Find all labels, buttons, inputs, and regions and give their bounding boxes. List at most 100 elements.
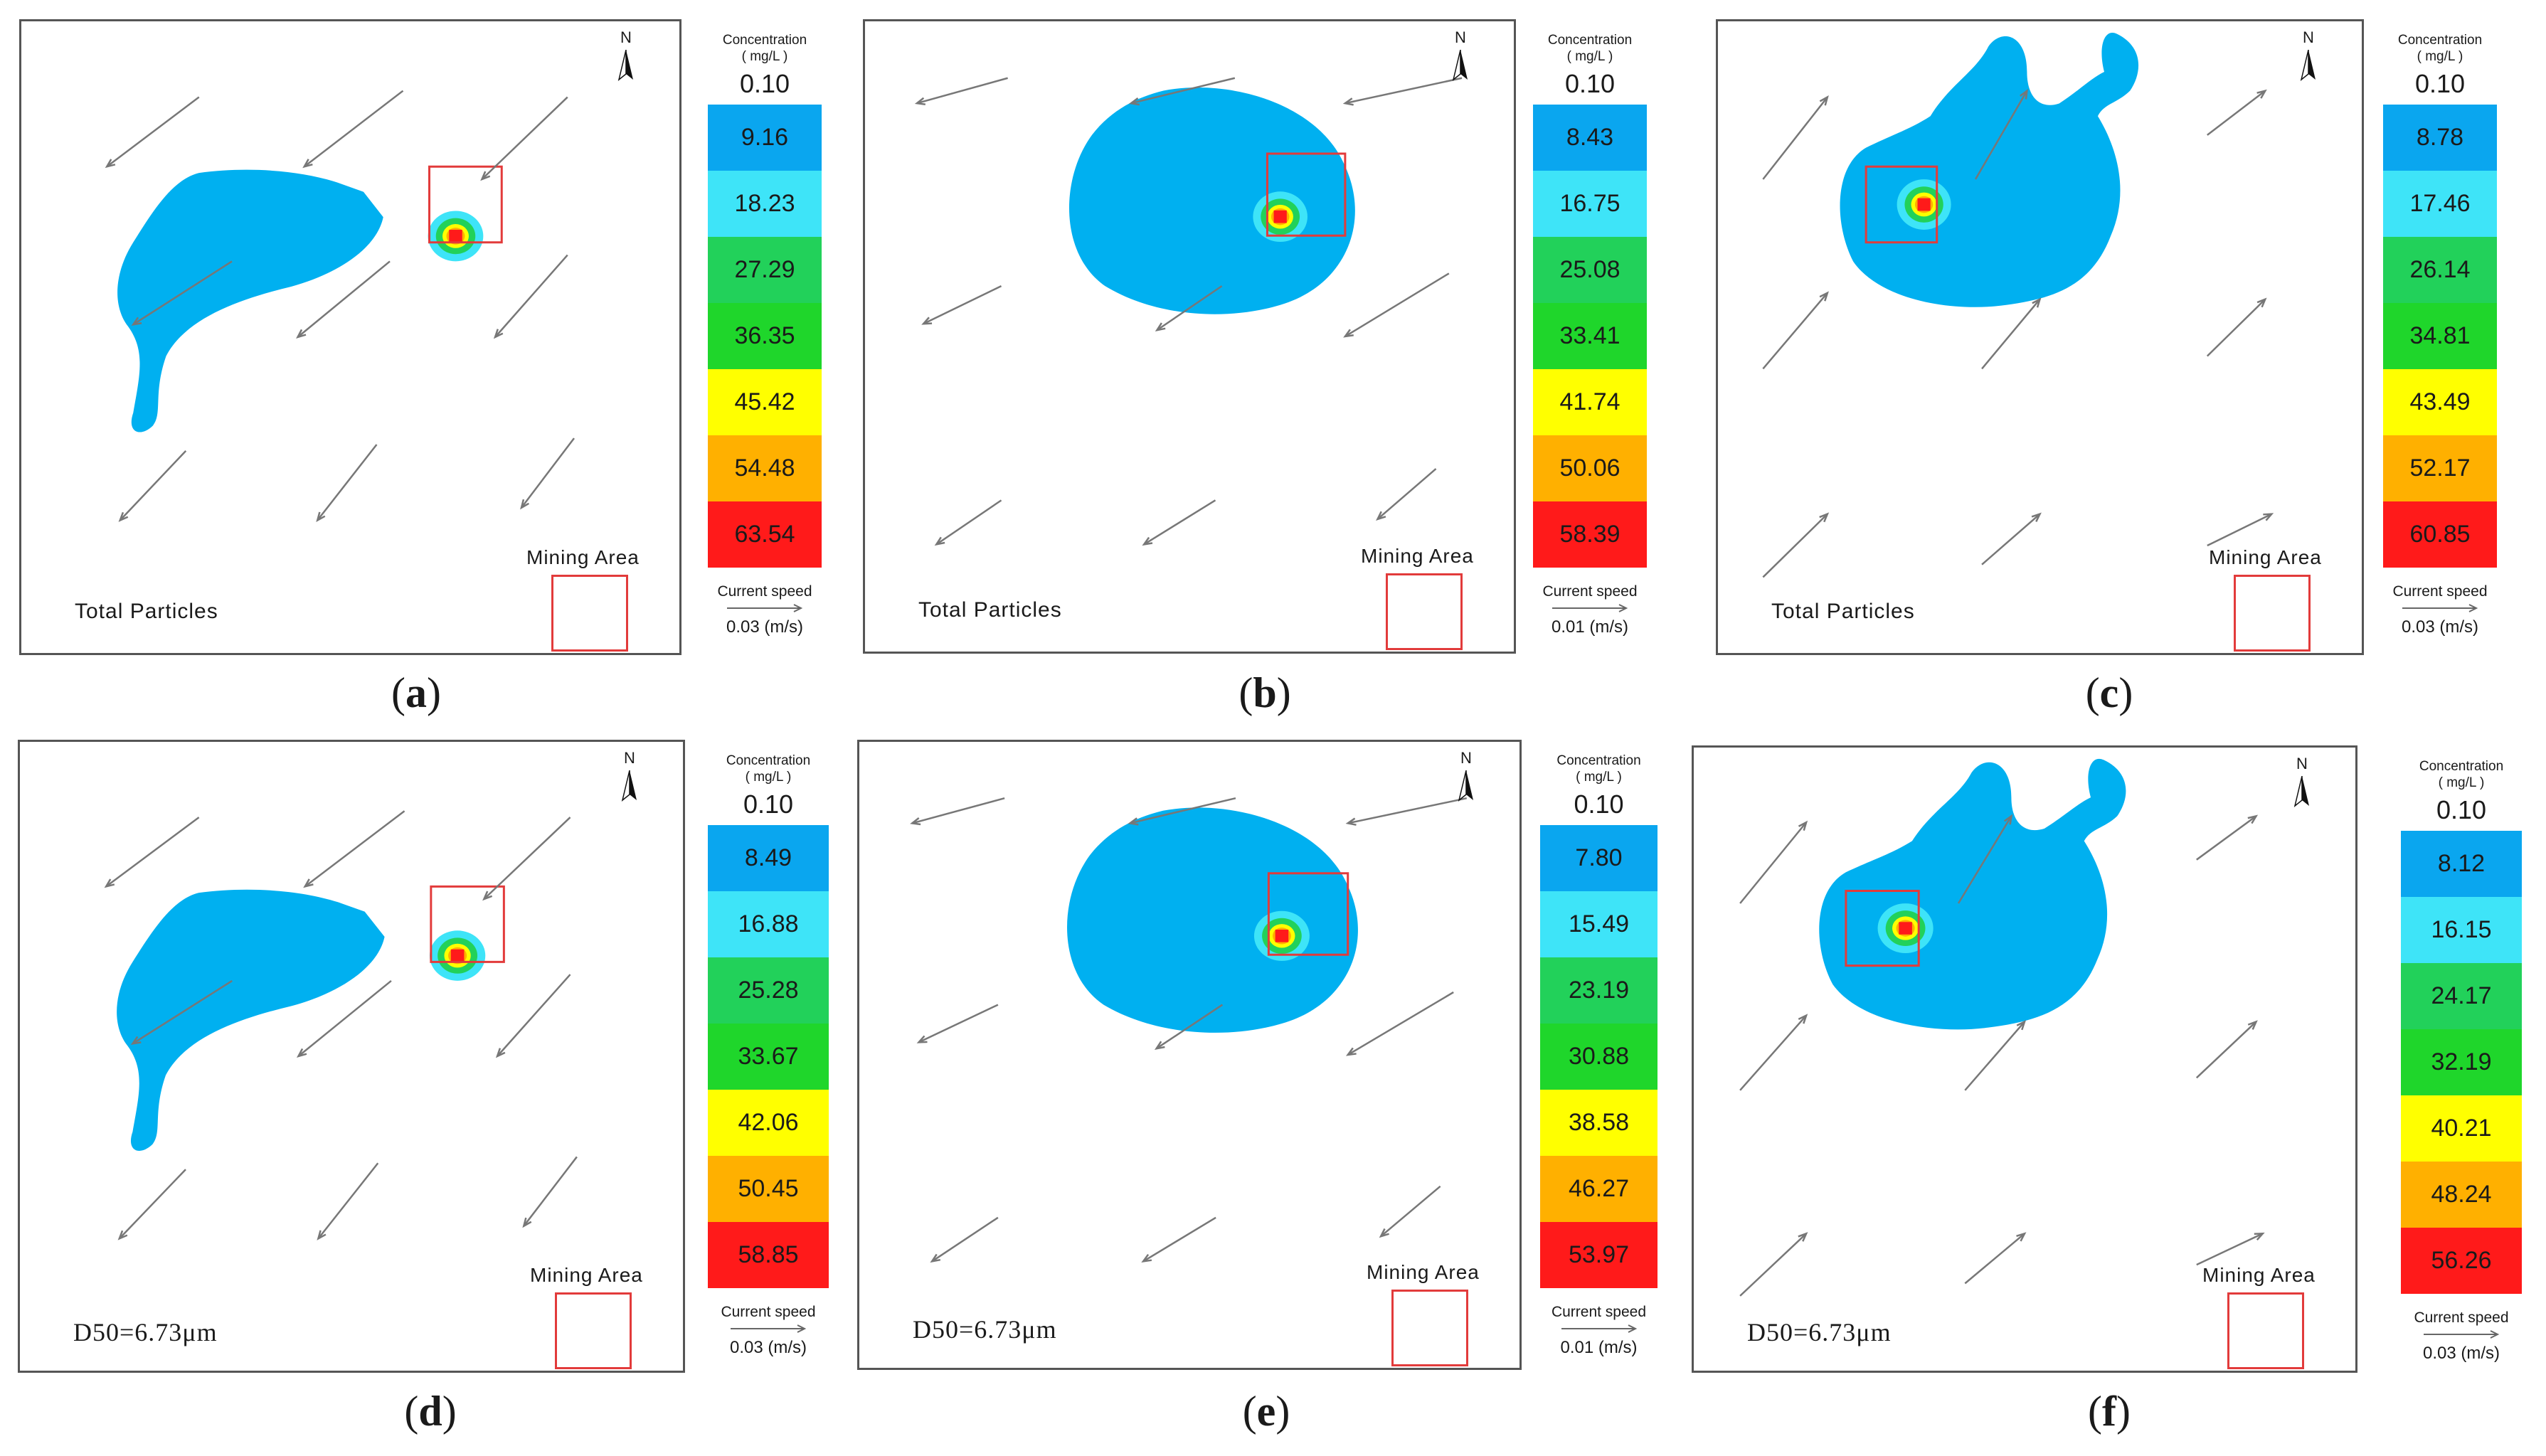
legend-bin: 52.17 [2383,435,2497,501]
plume-extent [1068,87,1355,314]
legend-min-value: 0.10 [1574,790,1624,819]
current-vectors [1762,88,2274,578]
north-arrow-icon [617,50,633,81]
legend-bin: 48.24 [2401,1162,2522,1228]
current-arrow [934,499,1002,546]
legend-bin: 23.19 [1540,957,1657,1024]
north-arrow: N [615,749,644,802]
current-arrow [1981,297,2042,370]
legend-bins: 8.78 17.46 26.14 34.81 43.49 52.17 60.85 [2383,105,2497,568]
source-area-box [431,886,504,962]
source-area-box [1268,873,1347,955]
plume-area [117,169,383,432]
source-area-box [1846,891,1919,965]
legend-bin: 25.08 [1533,237,1647,303]
current-arrow [104,817,200,888]
mining-area-label: Mining Area [2202,1264,2316,1286]
current-arrow [910,797,1005,826]
panel-caption: (a) [373,669,459,718]
current-arrow [1142,499,1216,546]
legend-bin: 36.35 [708,303,822,369]
legend-bin: 8.12 [2401,831,2522,897]
legend-bin: 27.29 [708,237,822,303]
current-arrow [1964,1232,2027,1285]
current-arrow [1762,512,1830,578]
legend-bin: 9.16 [708,105,822,171]
legend-min-value: 0.10 [743,790,794,819]
current-vectors [1739,814,2265,1297]
current-vectors [104,810,578,1240]
current-arrow [921,285,1002,325]
current-arrow [2207,513,2274,547]
current-speed-scale-arrow [2424,1330,2500,1339]
legend-title: Concentration [726,753,811,768]
legend-bin: 16.88 [708,891,829,957]
current-arrow [493,254,568,339]
current-arrow [1379,1185,1441,1238]
discharge-core [1273,210,1287,223]
legend-bin: 63.54 [708,501,822,568]
legend-title: Concentration [1547,33,1633,48]
legend-bin: 32.19 [2401,1029,2522,1095]
legend-bin: 16.15 [2401,897,2522,963]
current-speed-value: 0.03 (m/s) [726,617,804,637]
sample-label: D50=6.73μm [1747,1318,1892,1346]
legend-bin: 24.17 [2401,963,2522,1029]
legend-bin: 58.85 [708,1222,829,1288]
current-arrow [1345,797,1468,826]
current-arrow [1141,1216,1216,1263]
map-frame: N D50=6.73μm Mining Area [857,740,1522,1370]
legend-min-value: 0.10 [2436,795,2487,824]
current-arrow [520,437,575,510]
caption-letter: c [2099,669,2119,716]
legend-bin: 56.26 [2401,1228,2522,1294]
north-label: N [1460,749,1472,767]
legend-min-value: 0.10 [1564,69,1616,98]
caption-close-paren: ) [1276,669,1291,716]
current-arrow [2207,89,2267,136]
current-arrow [105,96,200,169]
plume-extent [1840,33,2139,307]
current-arrow [316,444,378,523]
current-arrow [522,1156,578,1228]
concentration-legend: Concentration( mg/L ) 0.10 8.78 17.46 26.14 3… [2383,32,2497,637]
plume-extent [1819,758,2126,1030]
legend-bin: 15.49 [1540,891,1657,957]
panel-caption: (d) [388,1387,473,1436]
current-arrow [495,974,571,1058]
mining-area-box [2227,1292,2304,1369]
current-arrow [1739,1232,1808,1297]
current-speed-title: Current speed [2392,583,2488,600]
current-arrow [317,1162,379,1240]
north-arrow: N [2288,755,2316,807]
legend-bins: 8.12 16.15 24.17 32.19 40.21 48.24 56.26 [2401,831,2522,1294]
north-arrow-icon [1452,50,1468,81]
plume-area [1840,33,2139,307]
source-area-box [430,166,502,243]
current-arrow [1154,1004,1224,1050]
north-arrow-icon [2300,50,2316,81]
current-arrow [1128,77,1236,106]
plume-area [1068,87,1355,314]
panel-caption: (c) [2067,669,2152,718]
caption-close-paren: ) [1275,1388,1290,1435]
legend-unit: ( mg/L ) [2438,775,2485,790]
source-area-box [1267,154,1344,235]
north-label: N [620,28,632,46]
current-arrow [302,90,404,169]
current-speed-title: Current speed [1542,583,1638,600]
current-arrow [1376,468,1437,521]
caption-letter: a [405,669,427,716]
north-arrow: N [1452,749,1480,802]
plume-extent [1067,807,1358,1033]
legend-bins: 8.49 16.88 25.28 33.67 42.06 50.45 58.85 [708,825,829,1288]
mining-area-box [555,1292,632,1369]
legend-bin: 42.06 [708,1090,829,1156]
legend-bin: 16.75 [1533,171,1647,237]
legend-bin: 33.67 [708,1024,829,1090]
current-speed-scale-arrow [2402,604,2478,612]
current-arrow [2196,814,2259,861]
current-vectors [910,797,1468,1263]
caption-open-paren: ( [2088,1388,2102,1435]
current-speed-value: 0.03 (m/s) [2422,1344,2500,1363]
